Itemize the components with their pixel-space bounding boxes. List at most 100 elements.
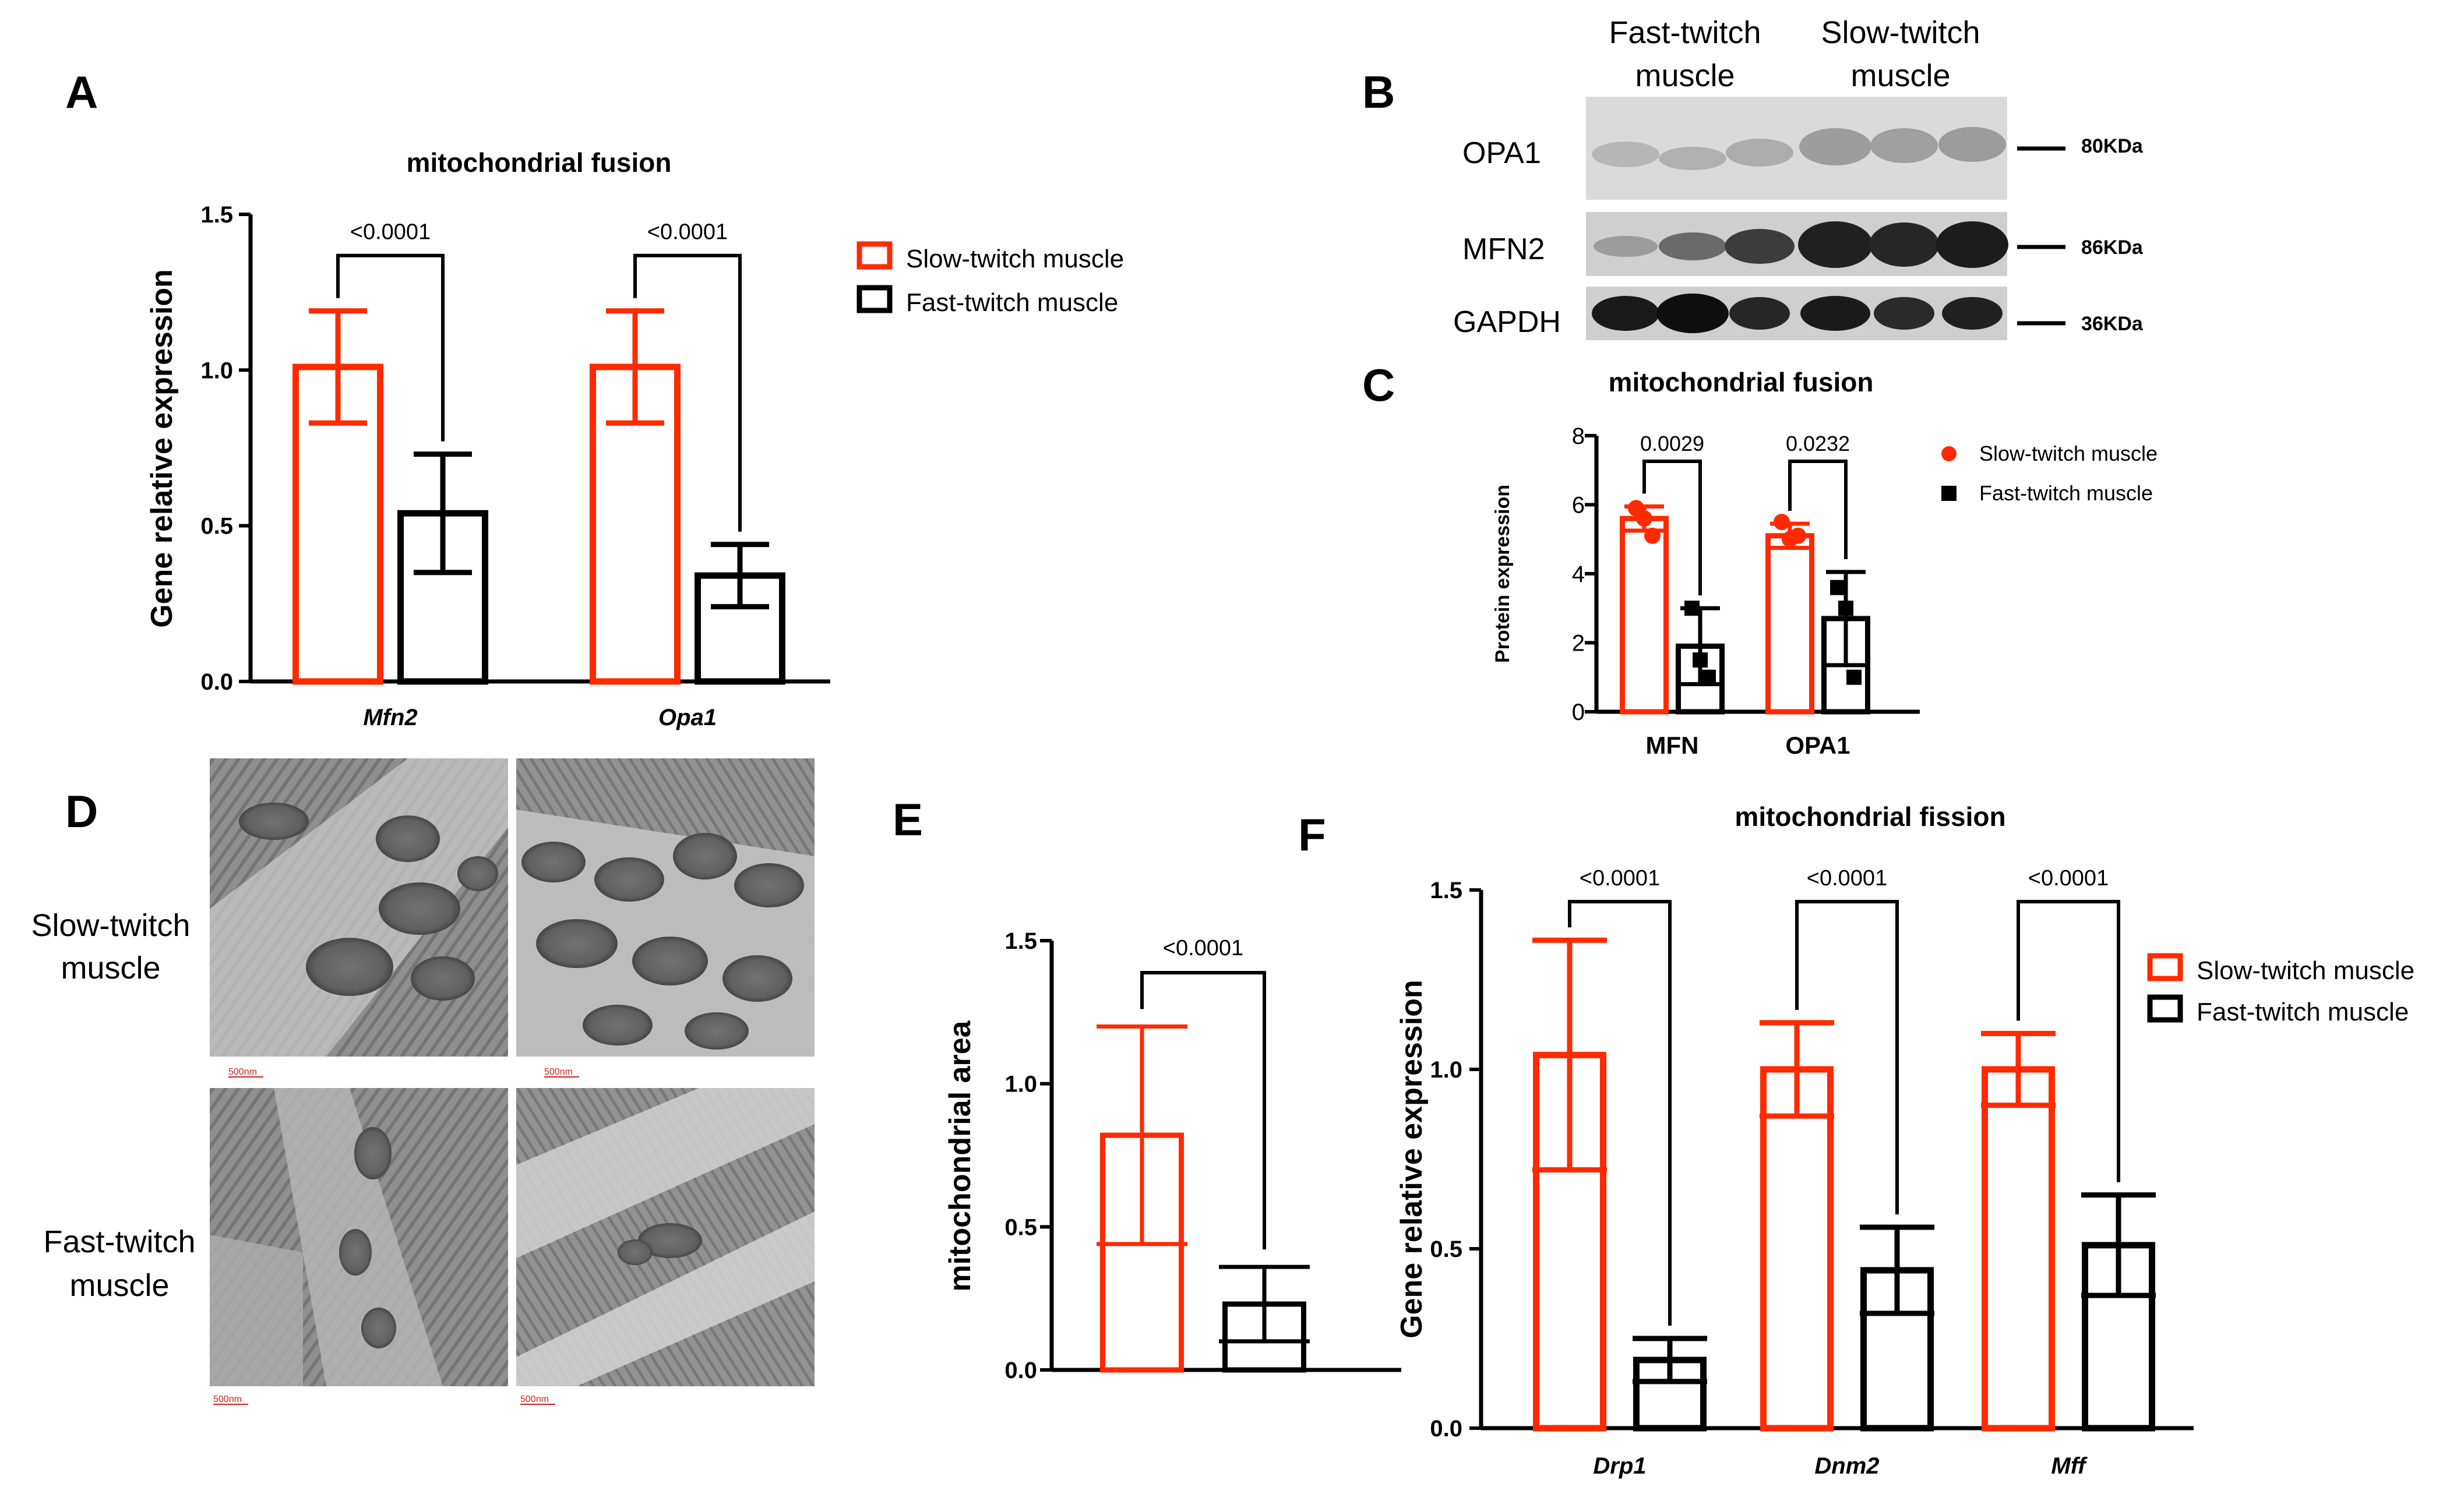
- p-value-label: <0.0001: [1807, 866, 1887, 891]
- legend-marker: [856, 241, 893, 270]
- p-value-label: <0.0001: [350, 220, 431, 245]
- legend-label: Slow-twitch muscle: [1979, 441, 2158, 465]
- bar: [1982, 1066, 2055, 1432]
- wb-kda-opa1: 80KDa: [2081, 135, 2144, 157]
- significance-bracket: [2017, 900, 2120, 1182]
- x-category-label: Drp1: [1593, 1453, 1646, 1479]
- x-category-label: Dnm2: [1814, 1453, 1879, 1479]
- chart-title: mitochondrial fusion: [407, 147, 672, 178]
- wb-label-gapdh: GAPDH: [1453, 305, 1561, 339]
- legend-label: Fast-twitch muscle: [906, 288, 1118, 317]
- em-image-fast-2: [516, 1088, 815, 1386]
- p-value-label: 0.0232: [1786, 432, 1850, 455]
- em-image-fast-1: [210, 1088, 508, 1386]
- y-tick-label: 1.0: [200, 358, 233, 383]
- p-value-label: <0.0001: [1580, 866, 1660, 891]
- y-axis-label: mitochondrial area: [943, 1020, 977, 1291]
- x-category-label: OPA1: [1785, 732, 1850, 759]
- y-axis-label: Gene relative expression: [1395, 980, 1429, 1338]
- chart-c-fusion-protein: mitochondrial fusion Protein expression 0 2…: [1492, 367, 2158, 759]
- panel-letter-e: E: [893, 794, 923, 845]
- p-value-label: <0.0001: [647, 220, 728, 245]
- legend-label: Fast-twitch muscle: [2197, 998, 2409, 1026]
- em-image-slow-1: [210, 758, 508, 1057]
- em-label-slow-2: muscle: [61, 951, 160, 986]
- y-tick-label: 0.5: [200, 514, 233, 539]
- bar: [1760, 1066, 1834, 1432]
- y-tick-label: 2: [1572, 631, 1585, 656]
- significance-bracket: [1140, 971, 1266, 1250]
- y-tick-label: 4: [1572, 561, 1585, 587]
- bar: [1765, 533, 1814, 715]
- y-tick-label: 0.0: [200, 669, 233, 695]
- wb-kda-gapdh: 36KDa: [2081, 313, 2144, 335]
- em-scale-bar-4: 500nm: [520, 1394, 555, 1405]
- x-category-label: MFN: [1646, 732, 1699, 759]
- wb-kda-mfn2: 86KDa: [2081, 236, 2144, 259]
- data-point: [1830, 580, 1845, 595]
- chart-f-fission-gene: mitochondrial fission Gene relative expre…: [1395, 801, 2414, 1479]
- legend-marker: [2147, 953, 2183, 981]
- data-point: [1838, 601, 1853, 616]
- significance-bracket: [1568, 900, 1672, 1326]
- legend-label: Fast-twitch muscle: [1979, 481, 2153, 505]
- data-point: [1693, 652, 1708, 668]
- scale-label: 500nm: [213, 1394, 242, 1404]
- em-scale-bar-2: 500nm: [544, 1067, 579, 1078]
- data-point: [1636, 510, 1652, 527]
- scale-label: 500nm: [228, 1067, 257, 1077]
- panel-letter-b: B: [1362, 66, 1395, 118]
- em-image-slow-2: [516, 758, 815, 1057]
- scale-label: 500nm: [544, 1067, 573, 1077]
- wb-bands-mfn2: [1594, 221, 2008, 268]
- data-point: [1684, 601, 1700, 616]
- western-blot: Fast-twitch muscle Slow-twitch muscle OP…: [1453, 15, 2144, 340]
- wb-label-opa1: OPA1: [1462, 136, 1541, 170]
- y-tick-label: 0.5: [1004, 1214, 1037, 1240]
- y-tick-label: 0: [1572, 700, 1585, 725]
- legend-marker: [1941, 446, 1957, 461]
- data-point: [1644, 527, 1661, 544]
- y-tick-label: 6: [1572, 493, 1585, 518]
- x-category-label: Mff: [2051, 1453, 2088, 1479]
- y-tick-label: 1.0: [1004, 1072, 1037, 1097]
- em-scale-bar-3: 500nm: [213, 1394, 248, 1405]
- wb-header-fast-1: Fast-twitch: [1609, 15, 1761, 50]
- legend-marker: [2147, 994, 2183, 1023]
- y-tick-label: 0.5: [1430, 1237, 1462, 1262]
- significance-bracket: [633, 253, 742, 532]
- panel-letter-f: F: [1298, 809, 1326, 860]
- em-panel: Slow-twitch muscle Fast-twitch muscle: [31, 758, 815, 1405]
- x-category-label: Opa1: [658, 705, 717, 730]
- legend-marker: [1941, 486, 1957, 501]
- wb-bands-gapdh: [1592, 294, 2003, 333]
- significance-bracket: [1795, 900, 1899, 1215]
- wb-header-slow-2: muscle: [1850, 58, 1950, 93]
- chart-title: mitochondrial fusion: [1609, 367, 1874, 397]
- wb-bands-opa1: [1592, 127, 2006, 170]
- y-tick-label: 1.0: [1430, 1057, 1462, 1083]
- wb-header-slow-1: Slow-twitch: [1821, 15, 1980, 50]
- p-value-label: 0.0029: [1640, 432, 1704, 455]
- y-tick-label: 1.5: [1004, 928, 1037, 954]
- panel-letter-c: C: [1362, 359, 1395, 411]
- scale-label: 500nm: [520, 1394, 549, 1404]
- y-axis-label: Gene relative expression: [145, 269, 179, 628]
- data-point: [1774, 514, 1790, 531]
- panel-letter-a: A: [65, 66, 98, 118]
- legend-marker: [856, 285, 893, 313]
- y-tick-label: 0.0: [1004, 1358, 1037, 1383]
- p-value-label: <0.0001: [2028, 866, 2109, 891]
- y-tick-label: 8: [1572, 423, 1585, 449]
- chart-a-fusion-gene: mitochondrial fusion Gene relative expres…: [145, 147, 1124, 730]
- em-label-fast-1: Fast-twitch: [43, 1224, 195, 1259]
- bar: [1620, 515, 1669, 715]
- legend-label: Slow-twitch muscle: [2197, 956, 2414, 985]
- chart-title: mitochondrial fission: [1735, 801, 2005, 832]
- wb-label-mfn2: MFN2: [1462, 232, 1545, 266]
- data-point: [1701, 669, 1716, 685]
- data-point: [1790, 527, 1806, 544]
- significance-bracket: [1642, 460, 1702, 596]
- legend-label: Slow-twitch muscle: [906, 245, 1124, 273]
